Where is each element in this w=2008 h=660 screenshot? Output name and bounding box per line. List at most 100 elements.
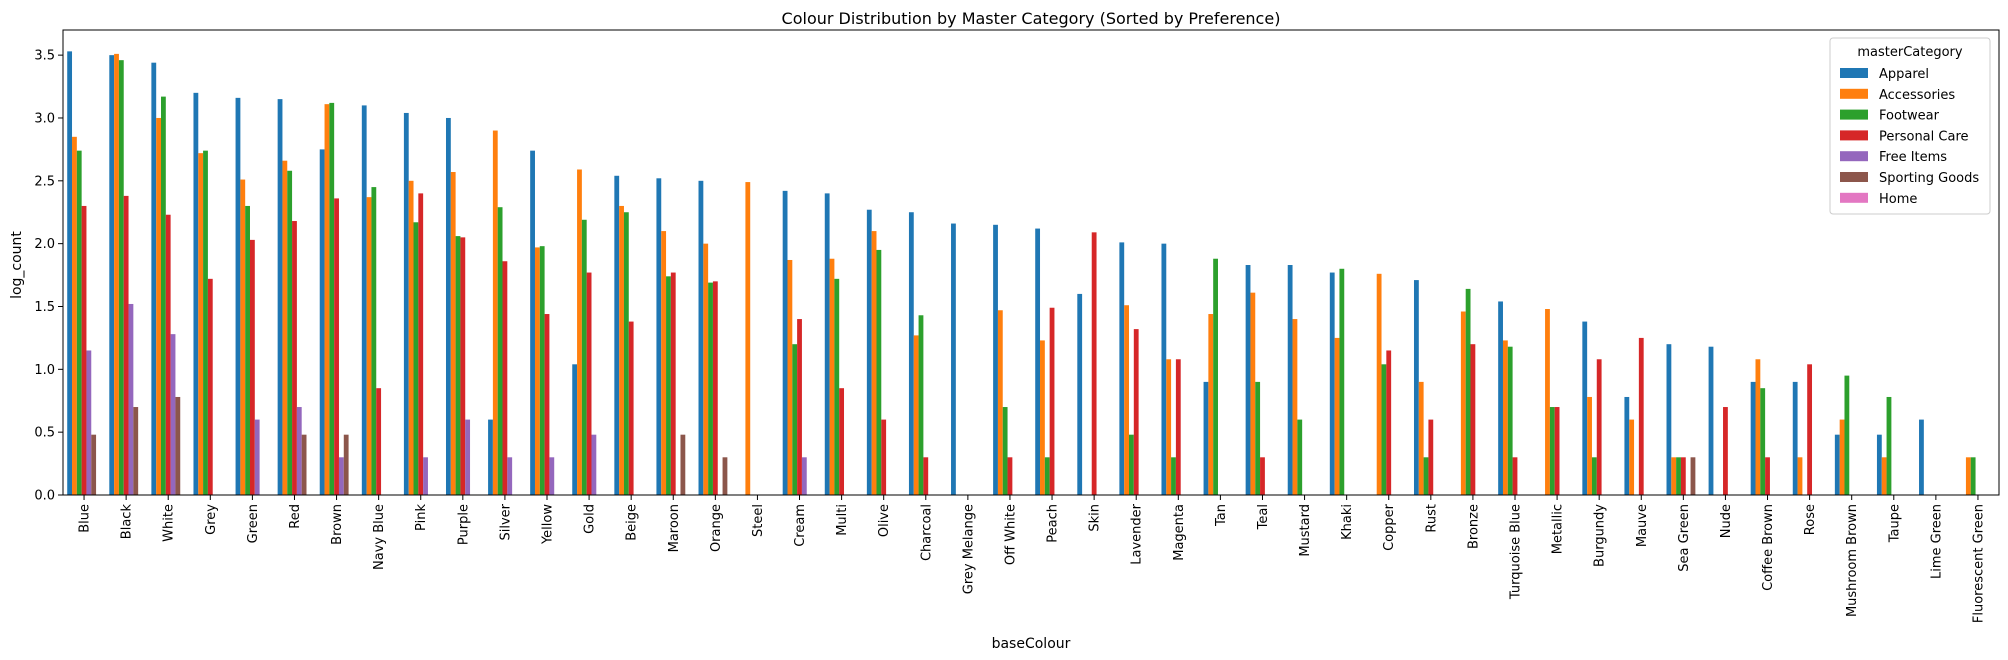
y-tick-label: 3.5 — [34, 49, 55, 64]
bar-white-footwear — [161, 96, 166, 496]
bar-beige-accessories — [619, 205, 624, 495]
bar-burgundy-accessories — [1587, 396, 1592, 495]
x-tick-label-mushroom-brown: Mushroom Brown — [1845, 504, 1860, 617]
bar-yellow-free-items — [549, 457, 555, 495]
bar-burgundy-apparel — [1582, 321, 1588, 495]
bar-mauve-personal-care — [1638, 337, 1644, 495]
bar-khaki-accessories — [1334, 337, 1340, 495]
bar-orange-accessories — [703, 243, 709, 495]
x-tick-label-orange: Orange — [709, 504, 724, 552]
bar-mushroom-brown-footwear — [1844, 375, 1850, 495]
bar-black-accessories — [114, 53, 119, 495]
bar-off-white-personal-care — [1007, 457, 1013, 495]
bar-red-accessories — [282, 160, 288, 495]
bar-bronze-footwear — [1465, 288, 1471, 495]
x-tick-label-grey-melange: Grey Melange — [961, 504, 976, 594]
legend-swatch-footwear — [1840, 109, 1868, 120]
legend-box — [1829, 37, 1991, 215]
x-tick-label-taupe: Taupe — [1887, 504, 1902, 543]
bar-off-white-footwear — [1002, 407, 1008, 495]
x-axis-title: baseColour — [992, 636, 1071, 652]
bar-off-white-apparel — [993, 224, 998, 496]
bar-magenta-apparel — [1161, 243, 1167, 495]
bar-beige-apparel — [614, 175, 620, 495]
bar-sea-green-accessories — [1671, 457, 1677, 495]
bar-yellow-footwear — [539, 246, 545, 495]
x-tick-label-beige: Beige — [625, 504, 640, 541]
bar-cream-personal-care — [797, 319, 802, 495]
bar-maroon-footwear — [666, 276, 671, 495]
bar-sea-green-personal-care — [1680, 457, 1686, 495]
bar-cream-footwear — [792, 344, 798, 495]
x-tick-label-charcoal: Charcoal — [919, 504, 934, 561]
bar-red-free-items — [296, 407, 302, 495]
bar-silver-accessories — [492, 130, 498, 496]
bar-yellow-accessories — [534, 247, 540, 495]
bar-olive-accessories — [871, 231, 877, 495]
bar-sea-green-sporting-goods — [1690, 457, 1696, 495]
bar-rose-apparel — [1792, 381, 1798, 495]
bar-metallic-accessories — [1545, 309, 1550, 495]
bar-rose-personal-care — [1807, 364, 1813, 495]
bar-brown-footwear — [329, 102, 335, 495]
y-axis: 0.0 0.5 1.0 1.5 2.0 2.5 3.0 3.5 — [34, 49, 63, 504]
x-tick-label-multi: Multi — [835, 504, 850, 536]
bar-red-personal-care — [292, 221, 297, 495]
bar-maroon-sporting-goods — [680, 434, 686, 495]
bar-pink-free-items — [423, 457, 428, 495]
bar-grey-personal-care — [207, 278, 213, 495]
bar-pink-accessories — [408, 180, 414, 495]
bar-navy-blue-personal-care — [376, 388, 382, 495]
bar-rust-apparel — [1413, 280, 1419, 495]
bar-teal-apparel — [1245, 265, 1251, 495]
bar-blue-free-items — [86, 350, 92, 495]
x-tick-label-lavender: Lavender — [1130, 503, 1145, 564]
bar-metallic-footwear — [1549, 407, 1555, 495]
x-tick-label-grey: Grey — [204, 504, 219, 535]
bar-multi-apparel — [824, 193, 830, 495]
x-tick-label-mauve: Mauve — [1635, 504, 1650, 547]
bar-rust-personal-care — [1428, 419, 1434, 495]
bar-white-free-items — [170, 334, 176, 495]
bar-coffee-brown-apparel — [1750, 381, 1756, 495]
bar-orange-apparel — [698, 180, 704, 495]
bar-blue-personal-care — [81, 205, 87, 495]
bar-purple-personal-care — [460, 237, 466, 496]
bar-steel-accessories — [745, 182, 751, 495]
bar-multi-accessories — [829, 258, 835, 495]
bar-teal-personal-care — [1260, 457, 1265, 495]
bar-brown-apparel — [319, 149, 325, 495]
x-tick-label-turquoise-blue: Turquoise Blue — [1509, 504, 1524, 600]
x-tick-label-blue: Blue — [78, 504, 93, 533]
bar-pink-apparel — [403, 112, 409, 495]
x-tick-label-khaki: Khaki — [1340, 504, 1355, 540]
bar-green-accessories — [240, 179, 246, 496]
bar-bronze-personal-care — [1470, 344, 1476, 495]
bar-lime-green-apparel — [1919, 419, 1924, 495]
x-tick-label-black: Black — [120, 504, 135, 540]
bar-copper-footwear — [1381, 364, 1387, 495]
bar-charcoal-accessories — [913, 335, 919, 495]
bar-beige-footwear — [623, 212, 629, 496]
bar-peach-personal-care — [1049, 307, 1055, 495]
bar-teal-accessories — [1250, 292, 1256, 495]
bar-lavender-personal-care — [1133, 329, 1139, 495]
bar-fluorescent-green-accessories — [1965, 457, 1971, 495]
bar-charcoal-apparel — [908, 212, 914, 496]
bar-olive-apparel — [866, 209, 872, 495]
legend-label-free-items: Free Items — [1879, 150, 1947, 165]
bar-cream-accessories — [787, 259, 793, 495]
y-tick-label: 0.0 — [34, 489, 55, 504]
bar-lavender-accessories — [1124, 305, 1129, 495]
legend-swatch-accessories — [1840, 88, 1868, 99]
bar-brown-free-items — [338, 457, 344, 495]
bar-tan-apparel — [1203, 381, 1209, 495]
bar-mushroom-brown-accessories — [1839, 419, 1845, 495]
bar-navy-blue-accessories — [366, 197, 372, 495]
y-tick-label: 1.5 — [34, 300, 55, 315]
bar-black-personal-care — [123, 195, 129, 495]
x-tick-label-green: Green — [246, 504, 261, 543]
bar-gold-personal-care — [586, 272, 592, 495]
x-tick-label-rose: Rose — [1803, 504, 1818, 535]
